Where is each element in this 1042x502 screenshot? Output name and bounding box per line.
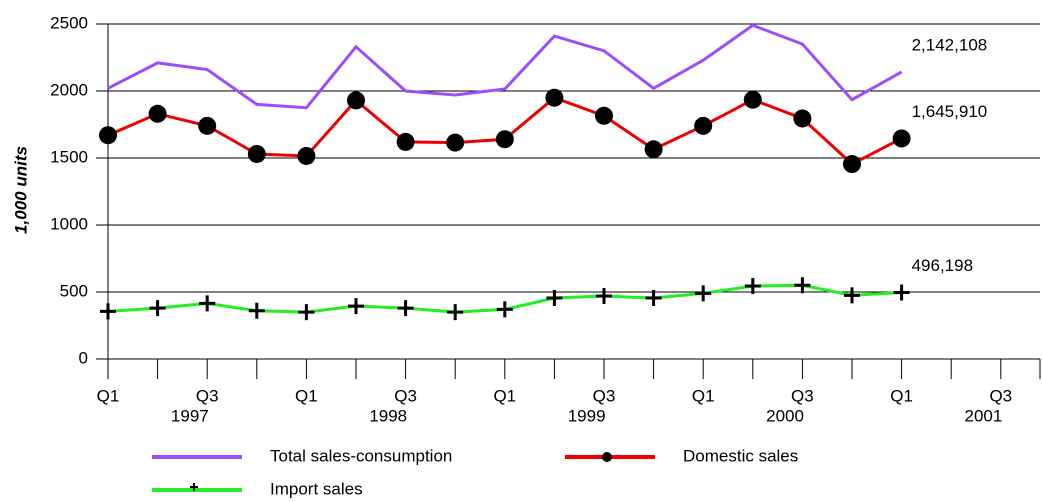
point	[545, 88, 564, 107]
point	[100, 303, 116, 320]
legend-label: Domestic sales	[683, 446, 798, 465]
point	[843, 155, 861, 174]
y-tick-label: 1500	[50, 147, 88, 166]
y-tick-label: 0	[79, 348, 88, 367]
point	[595, 106, 613, 125]
point	[99, 126, 117, 145]
year-label: 1999	[568, 406, 606, 425]
point	[644, 140, 663, 159]
y-tick-label: 2500	[50, 13, 88, 32]
value-label: 496,198	[912, 256, 973, 275]
y-tick-label: 1000	[50, 214, 88, 233]
x-tick-label: Q1	[692, 386, 715, 405]
point	[248, 302, 265, 319]
point	[892, 129, 911, 148]
legend-marker	[602, 452, 612, 462]
x-tick-label: Q3	[196, 386, 219, 405]
point	[298, 304, 315, 321]
point	[297, 146, 316, 165]
point	[695, 285, 712, 302]
x-tick-label: Q1	[295, 386, 318, 405]
x-tick-label: Q3	[791, 386, 814, 405]
y-axis-label: 1,000 units	[11, 146, 30, 234]
point	[446, 133, 465, 152]
point	[596, 288, 612, 305]
point	[694, 116, 713, 135]
point	[743, 90, 762, 109]
point	[198, 116, 217, 135]
point	[495, 130, 514, 149]
y-tick-label: 500	[60, 281, 88, 300]
x-tick-label: Q1	[97, 386, 120, 405]
point	[893, 284, 910, 301]
point	[744, 277, 761, 294]
year-label: 1997	[171, 406, 209, 425]
legend-label: Total sales-consumption	[270, 446, 452, 465]
year-label: 2001	[965, 406, 1003, 425]
x-tick-label: Q3	[394, 386, 417, 405]
point	[794, 277, 811, 294]
legend-label: Import sales	[270, 479, 363, 498]
year-label: 1998	[369, 406, 407, 425]
value-label: 2,142,108	[912, 35, 988, 54]
point	[546, 290, 563, 307]
x-tick-label: Q3	[593, 386, 616, 405]
legend-marker	[190, 483, 198, 491]
point	[447, 304, 464, 321]
series-line	[107, 23, 903, 110]
point	[148, 104, 167, 123]
point	[149, 300, 166, 317]
x-tick-label: Q3	[989, 386, 1012, 405]
point	[496, 301, 513, 318]
x-tick-label: Q1	[890, 386, 913, 405]
point	[348, 298, 364, 315]
point	[347, 91, 365, 110]
point	[793, 109, 812, 128]
point	[396, 132, 415, 151]
point	[247, 144, 266, 163]
value-label: 1,645,910	[912, 102, 988, 121]
x-tick-label: Q1	[493, 386, 516, 405]
point	[397, 300, 414, 317]
point	[645, 290, 662, 307]
y-tick-label: 2000	[50, 80, 88, 99]
point	[199, 295, 216, 312]
point	[844, 287, 860, 304]
year-label: 2000	[766, 406, 804, 425]
